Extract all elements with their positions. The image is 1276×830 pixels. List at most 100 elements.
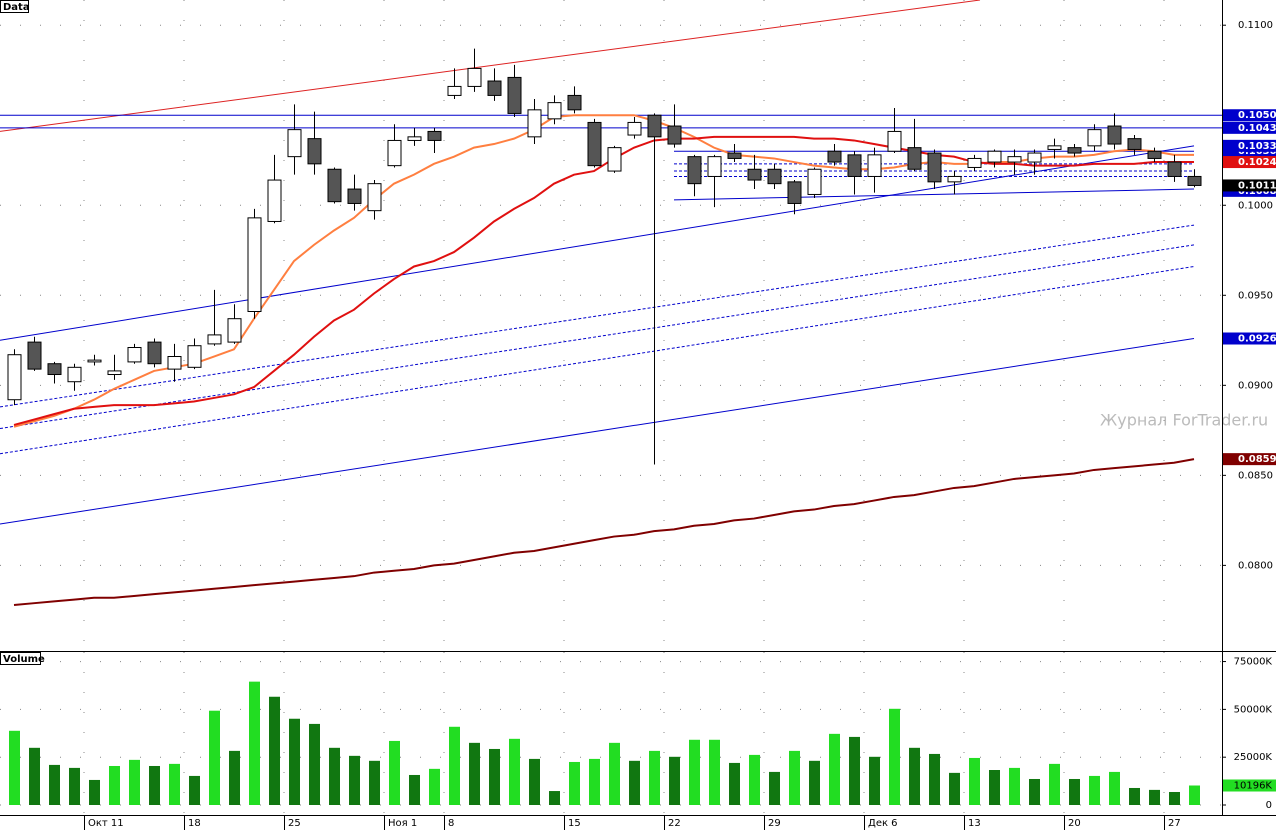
- candle-body: [67, 366, 82, 383]
- candle-body: [987, 150, 1002, 163]
- panel-title: Volume: [3, 654, 45, 665]
- volume-bar: [169, 763, 180, 805]
- volume-bar: [689, 739, 700, 805]
- candle-body: [107, 370, 122, 376]
- candle-body: [787, 181, 802, 204]
- candle-body: [1027, 152, 1042, 163]
- x-tick-label: Окт 11: [88, 818, 124, 829]
- candle-body: [27, 341, 42, 370]
- volume-panel: [0, 652, 1222, 815]
- x-tick-label: 22: [668, 818, 681, 829]
- trend-line: [0, 265, 1195, 455]
- y-tick-label: 0.0950: [1238, 290, 1273, 301]
- y-tick-label: 0.0850: [1238, 470, 1273, 481]
- candle-body: [427, 130, 442, 141]
- volume-bar: [729, 762, 740, 805]
- candle-body: [227, 318, 242, 343]
- volume-bar: [589, 758, 600, 805]
- volume-bar: [189, 775, 200, 805]
- volume-bar: [29, 747, 40, 805]
- volume-bar: [509, 738, 520, 805]
- volume-bar: [629, 760, 640, 805]
- volume-bar: [309, 723, 320, 805]
- trend-line: [0, 145, 1195, 341]
- volume-bar: [929, 753, 940, 805]
- candle-body: [327, 168, 342, 203]
- volume-bar: [1069, 778, 1080, 805]
- y-tick-label: 0.0900: [1238, 380, 1273, 391]
- candle-body: [687, 156, 702, 185]
- volume-bar: [249, 681, 260, 805]
- candle-body: [947, 175, 962, 183]
- moving-average: [13, 458, 1195, 606]
- volume-bar: [1109, 771, 1120, 805]
- volume-bar: [789, 750, 800, 805]
- price-tag: [1223, 109, 1276, 122]
- candle-body: [7, 354, 22, 401]
- candle-body: [127, 347, 142, 363]
- volume-bar: [389, 740, 400, 805]
- volume-bar: [829, 733, 840, 805]
- price-tag-label: 0.0859: [1238, 454, 1276, 465]
- candle-body: [1167, 161, 1182, 177]
- volume-bar: [669, 756, 680, 805]
- panel-label-box: [0, 652, 41, 665]
- volume-bar: [889, 708, 900, 805]
- candle-body: [47, 363, 62, 376]
- candle-body: [387, 139, 402, 167]
- volume-bar: [569, 761, 580, 805]
- volume-bar: [709, 739, 720, 805]
- volume-bar: [949, 772, 960, 805]
- y-tick-label: 25000K: [1234, 752, 1273, 763]
- volume-bar: [289, 718, 300, 805]
- price-tag: [1223, 156, 1276, 169]
- candle-body: [87, 359, 102, 363]
- trend-line: [673, 188, 1195, 201]
- panel-title: Data: [3, 2, 30, 13]
- candle-body: [487, 80, 502, 96]
- candle-body: [1047, 145, 1062, 150]
- candle-body: [347, 188, 362, 204]
- volume-bar: [1029, 778, 1040, 805]
- candle-body: [1187, 175, 1202, 186]
- price-panel: [0, 0, 1222, 650]
- candle-body: [1147, 150, 1162, 159]
- price-tag: [1223, 179, 1276, 192]
- volume-bar: [9, 730, 20, 805]
- volume-bar: [869, 756, 880, 805]
- x-tick-label: Дек 6: [868, 818, 898, 829]
- candle-body: [527, 109, 542, 138]
- volume-bar: [909, 747, 920, 805]
- x-tick-label: 25: [288, 818, 301, 829]
- volume-bar: [349, 755, 360, 805]
- volume-bar: [89, 779, 100, 805]
- candle-body: [407, 136, 422, 141]
- volume-bar: [1149, 789, 1160, 805]
- panel-label-box: [0, 0, 29, 13]
- volume-bar: [369, 760, 380, 805]
- volume-bar: [209, 710, 220, 805]
- volume-bar: [549, 791, 560, 805]
- volume-bar: [1089, 775, 1100, 805]
- x-tick-label: 15: [568, 818, 581, 829]
- candle-body: [287, 129, 302, 158]
- volume-bar: [489, 748, 500, 805]
- volume-bar: [649, 750, 660, 805]
- y-tick-label: 50000K: [1234, 704, 1273, 715]
- trend-line: [0, 0, 981, 132]
- candle-body: [907, 147, 922, 170]
- price-tag-label: 0.1043: [1238, 123, 1276, 134]
- volume-tag: [1223, 779, 1276, 792]
- candle-body: [547, 102, 562, 120]
- candle-body: [467, 67, 482, 87]
- volume-bar: [1129, 787, 1140, 805]
- candle-body: [267, 179, 282, 222]
- y-tick-label: 0.0800: [1238, 560, 1273, 571]
- y-tick-label: 0: [1266, 800, 1272, 811]
- volume-bar: [149, 765, 160, 805]
- volume-bar: [129, 759, 140, 805]
- watermark: Журнал ForTrader.ru: [1100, 411, 1268, 430]
